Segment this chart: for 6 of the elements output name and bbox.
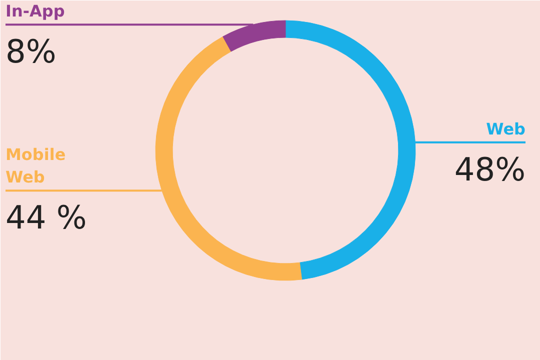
slice-label: Web — [486, 119, 526, 138]
slice-label: In-App — [6, 2, 65, 21]
data-label: 48% — [454, 150, 526, 188]
data-label: 8% — [6, 32, 56, 71]
slice-label: Mobile Web — [6, 144, 66, 187]
data-label: 44 % — [6, 198, 87, 237]
